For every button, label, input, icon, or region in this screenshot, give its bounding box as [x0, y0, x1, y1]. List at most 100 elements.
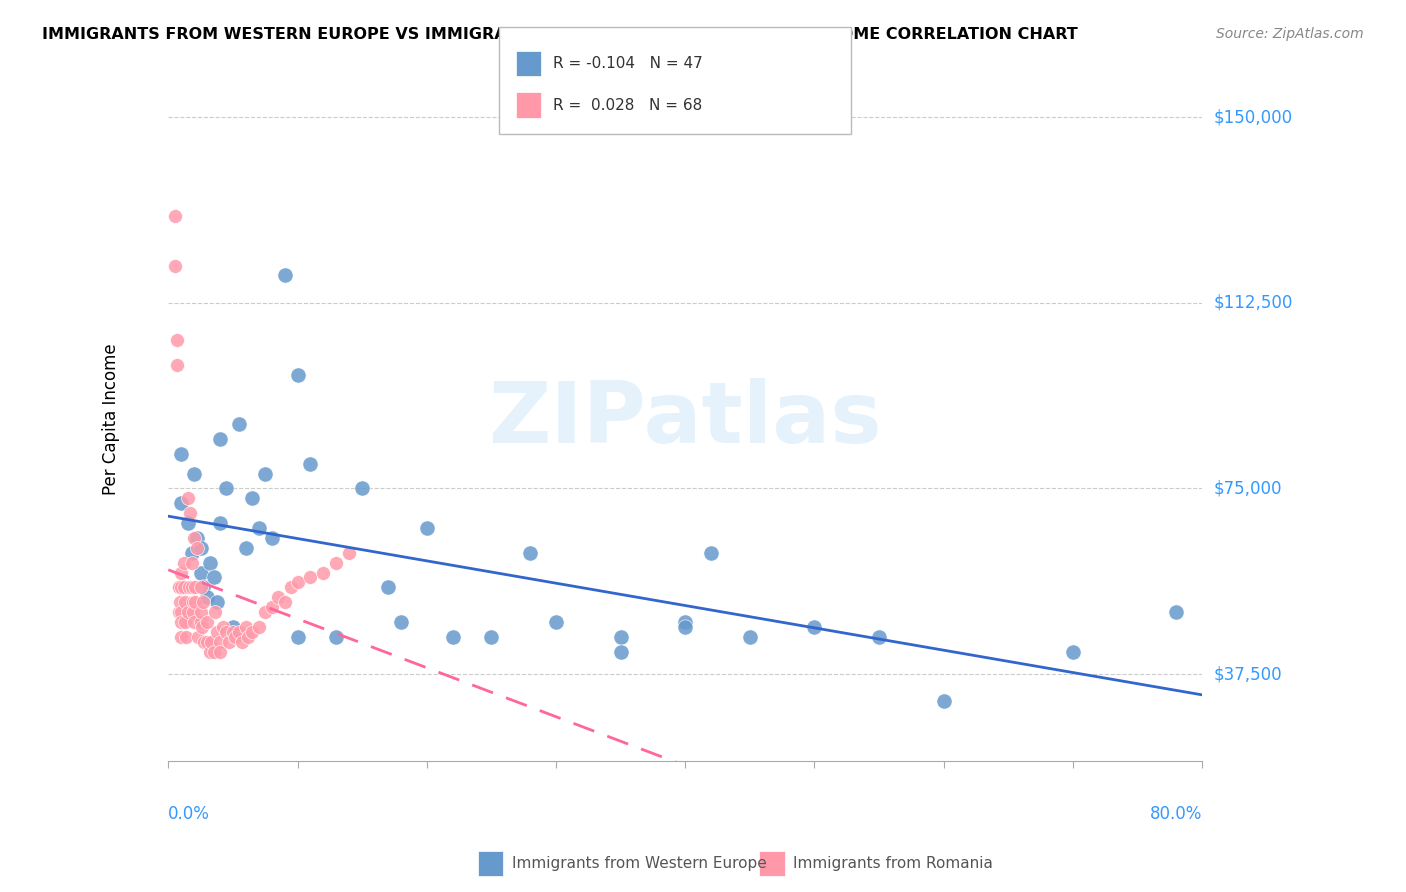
Point: [183, 467, 205, 481]
Point: [260, 531, 283, 545]
Point: [166, 333, 188, 347]
Point: [204, 605, 226, 619]
Point: [389, 615, 412, 629]
Point: [170, 566, 193, 580]
Point: [215, 482, 238, 496]
Point: [287, 630, 309, 644]
Point: [325, 556, 347, 570]
Point: [181, 595, 204, 609]
Point: [352, 482, 374, 496]
Point: [273, 595, 295, 609]
Point: [868, 630, 890, 644]
Point: [176, 491, 198, 506]
Point: [191, 620, 214, 634]
Point: [181, 605, 204, 619]
Point: [222, 620, 245, 634]
Point: [609, 645, 631, 659]
Point: [198, 645, 221, 659]
Text: $37,500: $37,500: [1213, 665, 1282, 683]
Point: [416, 521, 439, 535]
Point: [325, 630, 347, 644]
Point: [167, 581, 190, 595]
Point: [176, 605, 198, 619]
Text: ZIPatlas: ZIPatlas: [488, 377, 882, 460]
Point: [184, 595, 207, 609]
Point: [202, 645, 225, 659]
Point: [235, 620, 257, 634]
Point: [231, 635, 253, 649]
Point: [240, 491, 263, 506]
Point: [170, 496, 193, 510]
Point: [377, 581, 399, 595]
Text: $75,000: $75,000: [1213, 479, 1282, 498]
Point: [287, 575, 309, 590]
Point: [195, 591, 218, 605]
Point: [163, 209, 186, 223]
Point: [519, 546, 541, 560]
Point: [190, 566, 212, 580]
Point: [195, 615, 218, 629]
Point: [167, 581, 190, 595]
Point: [170, 605, 193, 619]
Point: [208, 635, 231, 649]
Point: [299, 457, 322, 471]
Point: [1166, 605, 1188, 619]
Point: [170, 630, 193, 644]
Point: [544, 615, 567, 629]
Point: [186, 541, 208, 555]
Point: [441, 630, 464, 644]
Point: [738, 630, 761, 644]
Point: [173, 581, 195, 595]
Point: [208, 645, 231, 659]
Text: IMMIGRANTS FROM WESTERN EUROPE VS IMMIGRANTS FROM ROMANIA PER CAPITA INCOME CORR: IMMIGRANTS FROM WESTERN EUROPE VS IMMIGR…: [42, 27, 1078, 42]
Point: [273, 268, 295, 283]
Point: [169, 595, 191, 609]
Point: [254, 605, 277, 619]
Point: [312, 566, 335, 580]
Point: [215, 624, 238, 639]
Text: $112,500: $112,500: [1213, 293, 1292, 311]
Point: [208, 432, 231, 446]
Point: [183, 531, 205, 545]
Point: [176, 516, 198, 530]
Point: [170, 615, 193, 629]
Point: [180, 546, 202, 560]
Point: [803, 620, 825, 634]
Point: [198, 556, 221, 570]
Point: [247, 521, 270, 535]
Text: $150,000: $150,000: [1213, 108, 1292, 126]
Point: [202, 570, 225, 584]
Point: [228, 624, 250, 639]
Point: [179, 506, 201, 520]
Point: [184, 581, 207, 595]
Point: [222, 624, 245, 639]
Point: [193, 635, 215, 649]
Text: R = -0.104   N = 47: R = -0.104 N = 47: [553, 55, 703, 70]
Point: [280, 581, 302, 595]
Point: [1062, 645, 1084, 659]
Point: [170, 447, 193, 461]
Point: [190, 605, 212, 619]
Point: [173, 556, 195, 570]
Point: [287, 368, 309, 382]
Point: [200, 635, 222, 649]
Point: [228, 417, 250, 431]
Point: [177, 581, 200, 595]
Point: [166, 358, 188, 372]
Point: [208, 516, 231, 530]
Point: [337, 546, 360, 560]
Text: Immigrants from Romania: Immigrants from Romania: [793, 855, 993, 871]
Point: [163, 259, 186, 273]
Point: [180, 581, 202, 595]
Point: [193, 595, 215, 609]
Point: [174, 595, 197, 609]
Point: [207, 595, 229, 609]
Point: [238, 630, 260, 644]
Point: [180, 556, 202, 570]
Text: 0.0%: 0.0%: [169, 805, 209, 823]
Point: [254, 467, 277, 481]
Point: [211, 620, 233, 634]
Point: [247, 620, 270, 634]
Point: [673, 620, 696, 634]
Point: [167, 605, 190, 619]
